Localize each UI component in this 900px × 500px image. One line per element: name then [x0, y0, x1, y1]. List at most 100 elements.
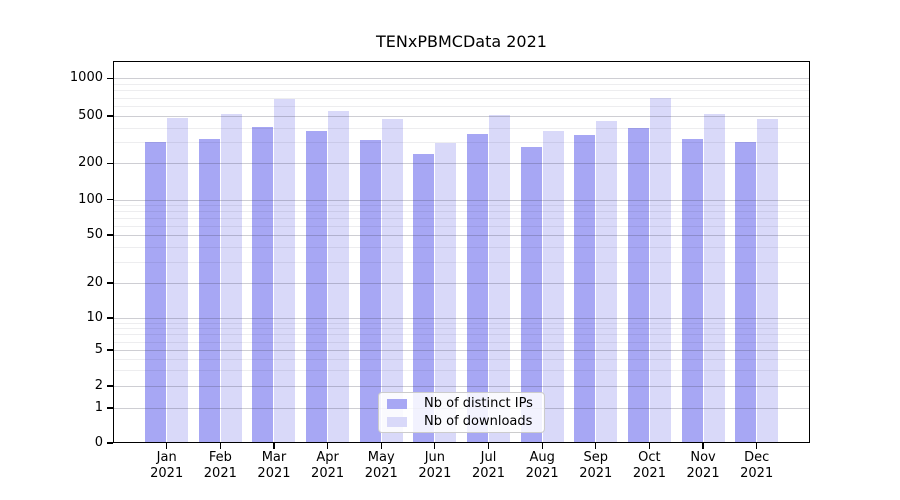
x-tick-year: 2021 — [471, 465, 506, 481]
x-tick-mark — [595, 443, 597, 449]
x-tick-mark — [702, 443, 704, 449]
x-tick-mark — [380, 443, 382, 449]
y-tick-mark — [107, 407, 113, 409]
x-tick-month: Oct — [638, 450, 661, 465]
y-gridline-minor — [113, 322, 810, 324]
bar-downloads — [703, 114, 725, 443]
x-tick-year: 2021 — [686, 465, 720, 481]
x-tick-label: Jul 2021 — [462, 450, 516, 481]
x-tick-label: Oct 2021 — [622, 450, 676, 481]
x-tick-year: 2021 — [311, 465, 345, 481]
legend-swatch-distinct-ips — [387, 398, 407, 409]
y-gridline-minor — [113, 210, 810, 212]
y-gridline-minor — [113, 358, 810, 360]
legend-item-distinct-ips: Nb of distinct IPs — [387, 396, 544, 411]
y-tick-label: 0 — [94, 435, 103, 450]
y-tick-mark — [107, 442, 113, 444]
bar-downloads — [489, 114, 511, 443]
x-tick-year: 2021 — [740, 465, 774, 481]
y-gridline-minor — [113, 204, 810, 206]
y-tick-label: 5 — [94, 342, 103, 357]
bar-downloads — [381, 119, 403, 443]
x-tick-month: Nov — [690, 450, 716, 465]
y-gridline-major — [113, 78, 810, 80]
x-tick-label: Sep 2021 — [569, 450, 623, 481]
bar-distinct-ips — [198, 139, 220, 443]
y-tick-mark — [107, 234, 113, 236]
x-tick-year: 2021 — [418, 465, 452, 481]
x-tick-year: 2021 — [203, 465, 237, 481]
y-tick-label: 1000 — [69, 70, 103, 86]
y-gridline-major — [113, 116, 810, 117]
bar-distinct-ips — [681, 139, 703, 443]
y-gridline-minor — [113, 246, 810, 248]
x-tick-label: Dec 2021 — [730, 450, 784, 481]
x-tick-month: Apr — [316, 450, 339, 465]
y-gridline-major — [113, 235, 810, 236]
y-gridline-minor — [113, 334, 810, 336]
x-tick-mark — [756, 443, 758, 449]
x-tick-month: Dec — [744, 450, 770, 465]
x-tick-month: Jul — [480, 450, 497, 465]
x-tick-year: 2021 — [525, 465, 559, 481]
x-tick-year: 2021 — [579, 465, 613, 481]
x-tick-label: Jun 2021 — [408, 450, 462, 481]
x-tick-month: Feb — [208, 450, 232, 465]
y-gridline-minor — [113, 261, 810, 263]
bar-distinct-ips — [413, 153, 435, 443]
y-tick-mark — [107, 282, 113, 284]
legend: Nb of distinct IPs Nb of downloads — [378, 392, 545, 433]
bar-downloads — [220, 114, 242, 443]
x-tick-month: Jan — [156, 450, 177, 465]
y-gridline-major — [113, 163, 810, 165]
bar-downloads — [542, 130, 564, 443]
y-gridline-minor — [113, 106, 810, 108]
x-tick-year: 2021 — [257, 465, 291, 481]
x-tick-label: Mar 2021 — [247, 450, 301, 481]
bar-downloads — [596, 121, 618, 443]
y-gridline-minor — [113, 84, 810, 86]
y-tick-mark — [107, 115, 113, 117]
y-tick-label: 10 — [86, 310, 103, 325]
bar-downloads — [435, 143, 457, 443]
y-gridline-minor — [113, 90, 810, 92]
x-tick-mark — [219, 443, 221, 449]
y-tick-label: 20 — [86, 275, 103, 290]
x-tick-month: Sep — [583, 450, 609, 465]
bar-distinct-ips — [520, 146, 542, 443]
bar-downloads — [649, 98, 671, 443]
y-tick-mark — [107, 77, 113, 79]
x-tick-year: 2021 — [632, 465, 666, 481]
y-gridline-major — [113, 350, 810, 351]
x-tick-label: May 2021 — [354, 450, 408, 481]
legend-swatch-downloads — [387, 416, 407, 427]
x-tick-mark — [434, 443, 436, 449]
bar-distinct-ips — [145, 142, 167, 443]
bar-distinct-ips — [306, 130, 328, 443]
x-tick-label: Aug 2021 — [515, 450, 569, 481]
y-tick-label: 1 — [94, 400, 103, 415]
bar-downloads — [274, 98, 296, 443]
y-gridline-major — [113, 386, 810, 387]
x-tick-mark — [166, 443, 168, 449]
bar-distinct-ips — [359, 139, 381, 443]
x-tick-month: Jun — [424, 450, 446, 465]
bar-distinct-ips — [735, 142, 757, 443]
bar-downloads — [328, 110, 350, 443]
y-tick-label: 500 — [78, 108, 103, 123]
x-tick-label: Feb 2021 — [193, 450, 247, 481]
y-tick-mark — [107, 317, 113, 319]
y-tick-mark — [107, 385, 113, 387]
bar-distinct-ips — [467, 133, 489, 443]
x-tick-mark — [541, 443, 543, 449]
y-gridline-minor — [113, 328, 810, 330]
legend-label-distinct-ips: Nb of distinct IPs — [424, 396, 533, 411]
legend-item-downloads: Nb of downloads — [387, 414, 544, 429]
x-tick-mark — [327, 443, 329, 449]
y-tick-mark — [107, 349, 113, 351]
y-gridline-minor — [113, 225, 810, 227]
y-gridline-minor — [113, 217, 810, 219]
x-tick-month: Mar — [261, 450, 287, 465]
x-tick-year: 2021 — [150, 465, 184, 481]
